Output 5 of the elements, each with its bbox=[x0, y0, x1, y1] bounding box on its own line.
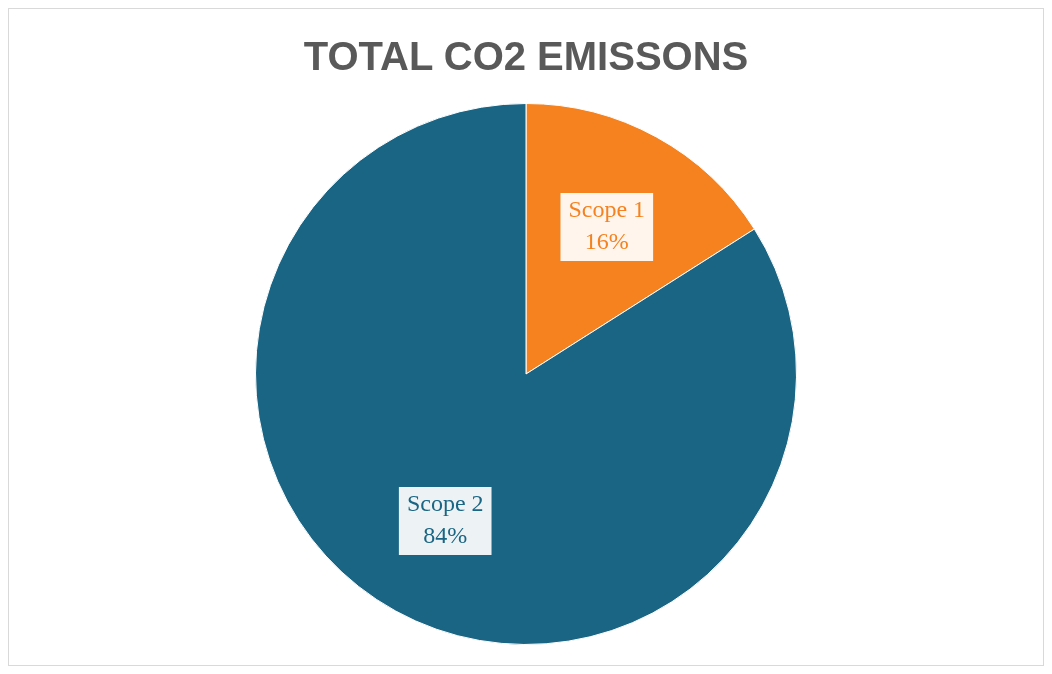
chart-title: TOTAL CO2 EMISSONS bbox=[303, 34, 749, 79]
slice-label: Scope 2 bbox=[406, 490, 484, 517]
slice-label: Scope 1 bbox=[568, 196, 646, 223]
data-label: 16% bbox=[584, 228, 629, 255]
data-label: 84% bbox=[423, 522, 468, 549]
